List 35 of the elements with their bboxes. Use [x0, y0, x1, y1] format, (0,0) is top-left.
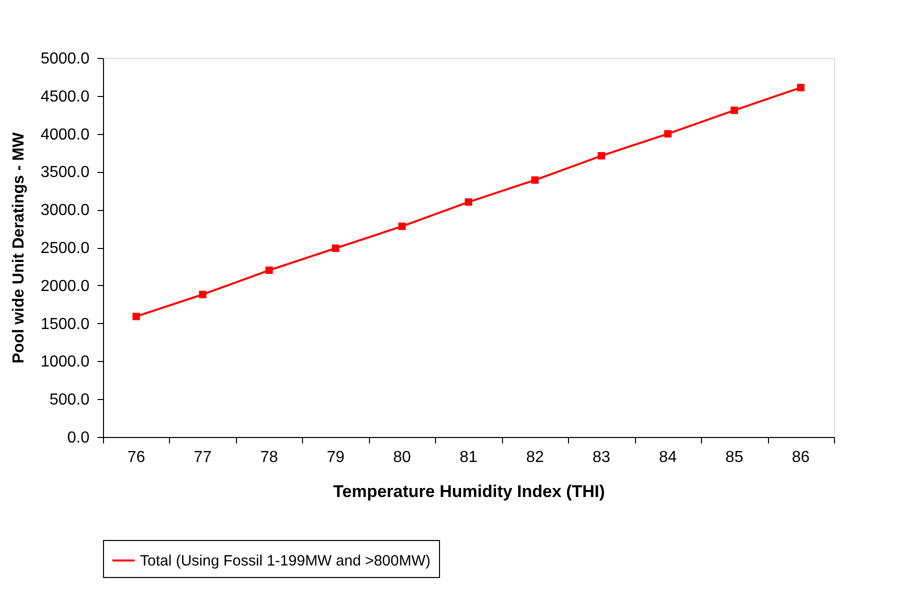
point [332, 244, 340, 252]
y-tick-label: 500.0 [49, 392, 90, 409]
x-tick-label: 83 [592, 449, 610, 466]
point [398, 222, 406, 230]
x-tick-label: 79 [326, 449, 345, 466]
x-tick-label: 76 [127, 449, 146, 466]
legend-label: Total (Using Fossil 1-199MW and >800MW) [140, 552, 431, 570]
y-tick-label: 0.0 [67, 430, 90, 446]
x-tick-label: 82 [526, 449, 544, 466]
point [598, 152, 606, 160]
point [797, 84, 804, 92]
x-tick-label: 81 [460, 449, 478, 466]
x-tick-label: 85 [725, 449, 744, 466]
x-tick-label: 78 [260, 449, 278, 466]
y-tick-label: 3000.0 [40, 202, 90, 220]
y-tick-label: 4000.0 [40, 126, 90, 144]
point [664, 130, 672, 138]
y-tick-label: 1000.0 [40, 354, 90, 371]
y-tick-label: 5000.0 [40, 50, 90, 68]
point [198, 290, 206, 298]
point [730, 106, 738, 114]
point [132, 312, 140, 320]
x-tick-label: 86 [792, 449, 810, 466]
y-tick-label: 2000.0 [40, 278, 90, 295]
y-tick-label: 2500.0 [40, 240, 90, 257]
x-tick-label: 80 [393, 449, 412, 466]
y-tick-label: 3500.0 [40, 164, 90, 182]
x-tick-label: 84 [658, 449, 677, 466]
y-tick-label: 1500.0 [40, 316, 90, 333]
point [531, 176, 539, 184]
point [265, 266, 273, 274]
y-tick-label: 4500.0 [40, 88, 90, 106]
y-axis-title: Pool wide Unit Deratings - MW [10, 132, 28, 364]
x-axis-title: Temperature Humidity Index (THI) [333, 482, 605, 501]
x-tick-label: 77 [194, 449, 212, 466]
